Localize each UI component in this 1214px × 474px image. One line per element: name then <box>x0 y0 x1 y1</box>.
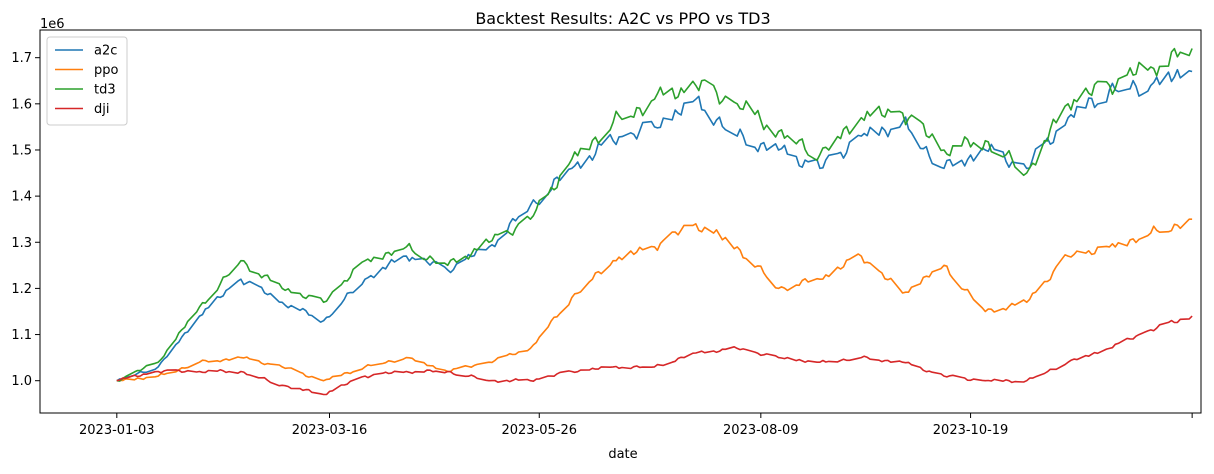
y-tick-label: 1.7 <box>11 51 32 66</box>
series-line-dji <box>116 315 1193 396</box>
x-axis-label: date <box>608 447 637 462</box>
y-tick-label: 1.6 <box>11 97 32 112</box>
y-tick-label: 1.0 <box>11 374 32 389</box>
legend-label-dji: dji <box>94 102 109 117</box>
y-tick-label: 1.5 <box>11 143 32 158</box>
x-axis-ticks: 2023-01-03 2023-03-16 2023-05-26 2023-08-09… <box>79 413 1193 438</box>
x-tick-label: 2023-08-09 <box>723 423 799 438</box>
chart-title: Backtest Results: A2C vs PPO vs TD3 <box>475 9 770 28</box>
series-line-a2c <box>116 68 1193 382</box>
x-tick-label: 2023-05-26 <box>501 423 577 438</box>
y-offset-label: 1e6 <box>40 17 65 32</box>
x-tick-label: 2023-01-03 <box>79 423 155 438</box>
legend-label-a2c: a2c <box>94 44 117 59</box>
y-tick-label: 1.2 <box>11 282 32 297</box>
y-tick-label: 1.3 <box>11 236 32 251</box>
legend-box <box>46 36 128 126</box>
y-tick-label: 1.4 <box>11 190 32 205</box>
series-line-td3 <box>116 47 1193 382</box>
legend-label-td3: td3 <box>94 83 116 98</box>
series-lines <box>116 47 1193 396</box>
plot-frame <box>39 29 1202 414</box>
legend-label-ppo: ppo <box>94 63 119 78</box>
x-tick-label: 2023-10-19 <box>933 423 1009 438</box>
y-axis-ticks: 1.0 1.1 1.2 1.3 1.4 1.5 1.6 1.7 <box>11 51 40 389</box>
legend: a2c ppo td3 dji <box>46 36 128 126</box>
x-tick-label: 2023-03-16 <box>292 423 368 438</box>
series-line-ppo <box>116 218 1193 382</box>
y-tick-label: 1.1 <box>11 328 32 343</box>
